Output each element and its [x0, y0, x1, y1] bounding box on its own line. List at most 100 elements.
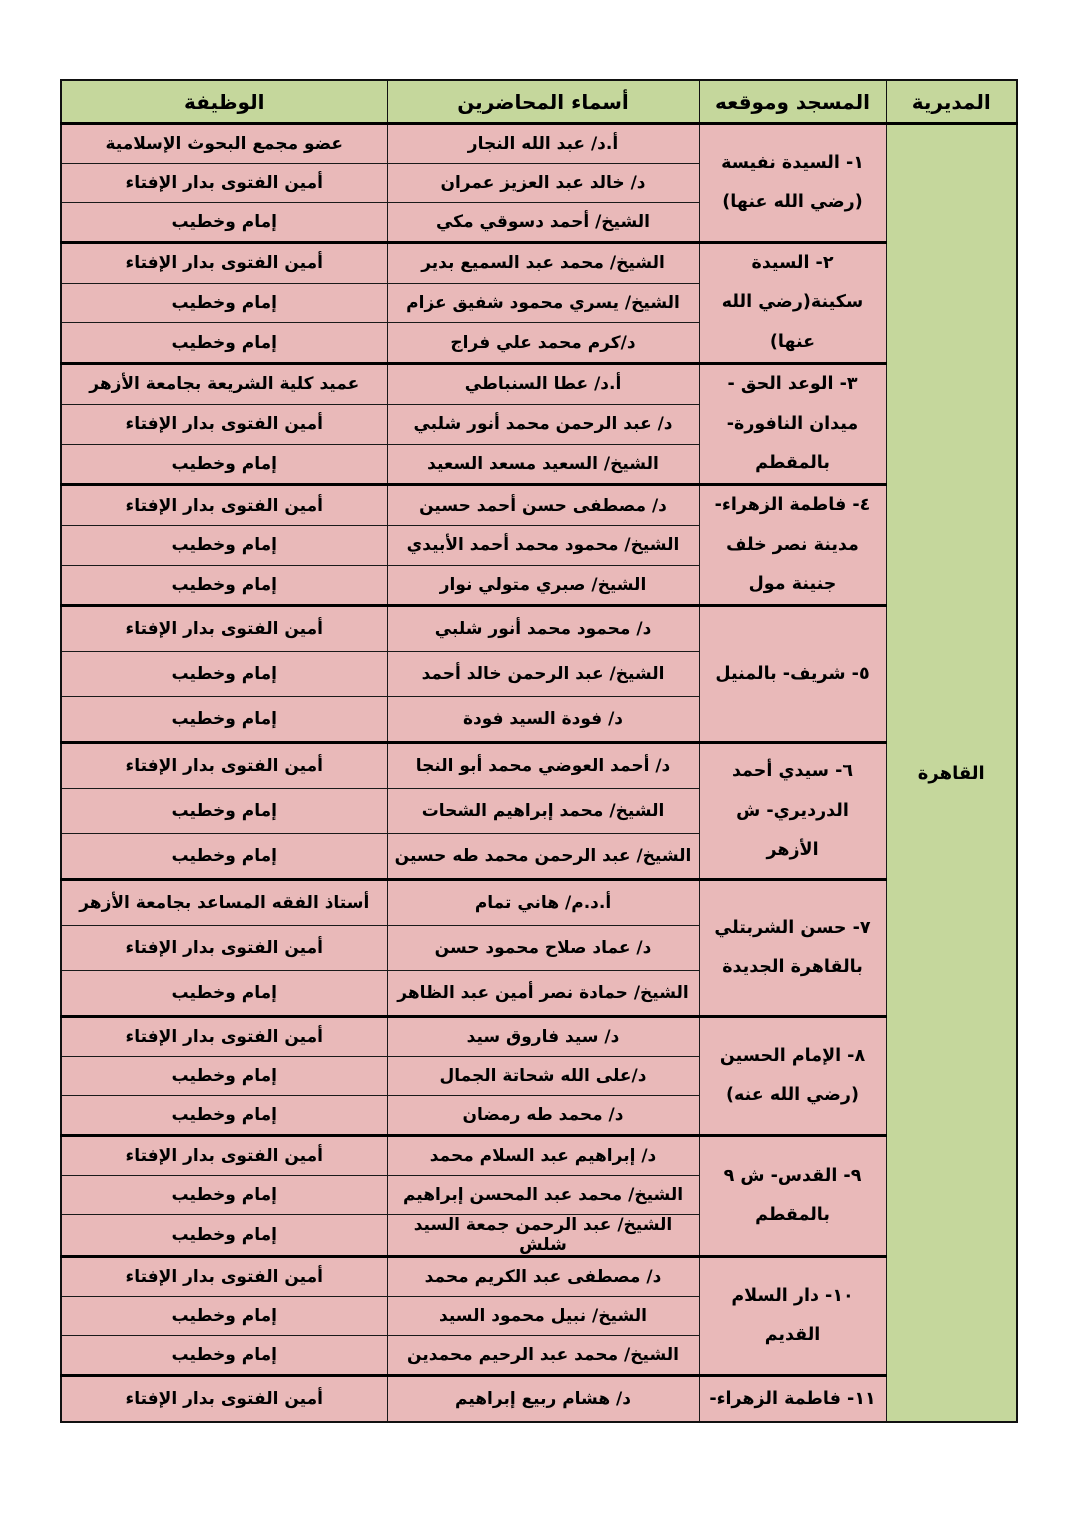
table-row: ١٠- دار السلام القديم د/ مصطفى عبد الكريم… — [60, 1255, 1017, 1377]
lecturer-cell: د/على الله شحاتة الجمال — [386, 1056, 700, 1097]
table-row: د/ فودة السيد فودة إمام وخطيب — [60, 696, 1017, 744]
header-mosque: المسجد وموقعه — [698, 79, 887, 125]
lecturer-cell: الشيخ/ محمد عبد السميع بدير — [386, 241, 700, 284]
lecturer-cell: د/ سيد فاروق سيد — [386, 1015, 700, 1058]
table-row: ٩- القدس- ش ٩ بالمقطم د/ إبراهيم عبد السل… — [60, 1134, 1017, 1258]
job-cell: أمين الفتوى بدار الإفتاء — [60, 483, 388, 526]
mosque-cell: ٩- القدس- ش ٩ بالمقطم — [698, 1134, 887, 1258]
lecturer-cell: الشيخ/ محمد عبد الرحيم محمدين — [386, 1335, 700, 1377]
lecturer-cell: د/ عماد صلاح محمود حسن — [386, 925, 700, 972]
table-row: الشيخ/ محمد إبراهيم الشحات إمام وخطيب — [60, 788, 1017, 835]
job-cell: أمين الفتوى بدار الإفتاء — [60, 1134, 388, 1177]
table-row: د/على الله شحاتة الجمال إمام وخطيب — [60, 1056, 1017, 1097]
job-cell: إمام وخطيب — [60, 788, 388, 835]
lecturer-cell: الشيخ/ السعيد مسعد السعيد — [386, 443, 700, 486]
job-cell: إمام وخطيب — [60, 322, 388, 365]
table-row: القاهرة ١- السيدة نفيسة (رضي الله عنها) أ.… — [60, 122, 1018, 1423]
lecturer-cell: الشيخ/ يسري محمود شفيق عزام — [386, 282, 700, 324]
table-row: د/كرم محمد علي فراج إمام وخطيب — [60, 322, 1017, 365]
table-row: د/ محمد طه رمضان إمام وخطيب — [60, 1095, 1017, 1137]
mosque-cell: ٣- الوعد الحق - ميدان النافورة- بالمقطم — [698, 362, 887, 486]
lecturer-cell: أ.د/ عبد الله النجار — [386, 122, 700, 164]
lecturer-cell: د/ محمد طه رمضان — [386, 1095, 700, 1137]
job-cell: إمام وخطيب — [60, 1296, 388, 1337]
job-cell: عضو مجمع البحوث الإسلامية — [60, 122, 388, 164]
table-row: ٢- السيدة سكينة(رضي الله عنها) الشيخ/ محم… — [60, 240, 1017, 365]
table-row: ٨- الإمام الحسين (رضي الله عنه) د/ سيد فا… — [60, 1015, 1017, 1137]
mosque-cell: ٤- فاطمة الزهراء- مدينة نصر خلف جنينة مو… — [698, 483, 887, 607]
table-row: ٤- فاطمة الزهراء- مدينة نصر خلف جنينة مو… — [60, 483, 1017, 607]
lecturer-cell: د/ مصطفى حسن أحمد حسين — [386, 483, 700, 526]
mosque-cell: ١- السيدة نفيسة (رضي الله عنها) — [698, 122, 887, 243]
job-cell: إمام وخطيب — [60, 564, 388, 607]
table-row: الشيخ/ نبيل محمود السيد إمام وخطيب — [60, 1296, 1017, 1337]
job-cell: إمام وخطيب — [60, 970, 388, 1018]
lecturer-cell: الشيخ/ محمد إبراهيم الشحات — [386, 788, 700, 835]
job-cell: إمام وخطيب — [60, 282, 388, 324]
mosque-cell: ٢- السيدة سكينة(رضي الله عنها) — [698, 240, 887, 365]
lecturers-roster-table: المديرية المسجد وموقعه أسماء المحاضرين ا… — [60, 79, 1018, 1424]
lecturer-cell: أ.د.م/ هاني تمام — [386, 878, 700, 927]
job-cell: أمين الفتوى بدار الإفتاء — [60, 741, 388, 790]
table-row: الشيخ/ عبد الرحمن محمد طه حسين إمام وخطيب — [60, 833, 1017, 881]
job-cell: إمام وخطيب — [60, 1175, 388, 1216]
mosque-cell: ١١- فاطمة الزهراء- — [698, 1374, 887, 1423]
lecturer-cell: الشيخ/ محمود محمد أحمد الأبيدي — [386, 524, 700, 566]
mosque-cell: ١٠- دار السلام القديم — [698, 1255, 887, 1377]
lecturer-cell: الشيخ/ عبد الرحمن جمعة السيد شلش — [386, 1214, 700, 1258]
directorate-cell: القاهرة — [885, 122, 1018, 1423]
table-row: ١١- فاطمة الزهراء- د/ هشام ربيع إبراهيم أم… — [60, 1374, 1017, 1423]
table-row: ٣- الوعد الحق - ميدان النافورة- بالمقطم أ… — [60, 362, 1017, 486]
table-body: القاهرة ١- السيدة نفيسة (رضي الله عنها) أ.… — [60, 122, 1018, 1423]
table-row: الشيخ/ عبد الرحمن جمعة السيد شلش إمام وخط… — [60, 1214, 1017, 1258]
job-cell: إمام وخطيب — [60, 1056, 388, 1097]
lecturer-cell: د/ إبراهيم عبد السلام محمد — [386, 1134, 700, 1177]
job-cell: إمام وخطيب — [60, 443, 388, 486]
job-cell: إمام وخطيب — [60, 651, 388, 698]
job-cell: إمام وخطيب — [60, 696, 388, 744]
lecturer-cell: الشيخ/ حمادة نصر أمين عبد الظاهر — [386, 970, 700, 1018]
job-cell: إمام وخطيب — [60, 833, 388, 881]
table-row: الشيخ/ السعيد مسعد السعيد إمام وخطيب — [60, 443, 1017, 486]
table-row: الشيخ/ أحمد دسوقي مكي إمام وخطيب — [60, 202, 1017, 243]
lecturer-cell: الشيخ/ صبري متولي نوار — [386, 564, 700, 607]
table-row: الشيخ/ يسري محمود شفيق عزام إمام وخطيب — [60, 282, 1017, 324]
lecturer-cell: الشيخ/ نبيل محمود السيد — [386, 1296, 700, 1337]
job-cell: أمين الفتوى بدار الإفتاء — [60, 1255, 388, 1298]
header-lecturers: أسماء المحاضرين — [386, 79, 700, 125]
mosque-cell: ٥- شريف- بالمنيل — [698, 604, 887, 744]
table-row: ٦- سيدي أحمد الدرديري- ش الأزهر د/ أحمد ا… — [60, 741, 1017, 881]
table-row: الشيخ/ محمود محمد أحمد الأبيدي إمام وخطيب — [60, 524, 1017, 566]
job-cell: إمام وخطيب — [60, 202, 388, 243]
header-job: الوظيفة — [60, 79, 388, 125]
job-cell: إمام وخطيب — [60, 524, 388, 566]
lecturer-cell: د/ محمود محمد أنور شلبي — [386, 604, 700, 653]
job-cell: أستاذ الفقه المساعد بجامعة الأزهر — [60, 878, 388, 927]
lecturer-cell: الشيخ/ عبد الرحمن محمد طه حسين — [386, 833, 700, 881]
job-cell: أمين الفتوى بدار الإفتاء — [60, 604, 388, 653]
table-row: ٧- حسن الشربتلي بالقاهرة الجديدة أ.د.م/ ه… — [60, 878, 1017, 1018]
table-row: ٥- شريف- بالمنيل د/ محمود محمد أنور شلبي أ… — [60, 604, 1017, 744]
job-cell: عميد كلية الشريعة بجامعة الأزهر — [60, 362, 388, 405]
job-cell: إمام وخطيب — [60, 1335, 388, 1377]
lecturer-cell: د/ خالد عبد العزيز عمران — [386, 163, 700, 203]
lecturer-cell: الشيخ/ أحمد دسوقي مكي — [386, 202, 700, 243]
lecturer-cell: الشيخ/ عبد الرحمن خالد أحمد — [386, 651, 700, 698]
table-row: د/ عبد الرحمن محمد أنور شلبي أمين الفتوى … — [60, 403, 1017, 445]
table-row: د/ خالد عبد العزيز عمران أمين الفتوى بدار… — [60, 163, 1017, 203]
lecturer-cell: د/ فودة السيد فودة — [386, 696, 700, 744]
header-directorate: المديرية — [885, 79, 1018, 125]
table-row: الشيخ/ محمد عبد الرحيم محمدين إمام وخطيب — [60, 1335, 1017, 1377]
mosque-cell: ٧- حسن الشربتلي بالقاهرة الجديدة — [698, 878, 887, 1018]
lecturer-cell: د/ مصطفى عبد الكريم محمد — [386, 1255, 700, 1298]
table-row: الشيخ/ حمادة نصر أمين عبد الظاهر إمام وخط… — [60, 970, 1017, 1018]
table-row: الشيخ/ محمد عبد المحسن إبراهيم إمام وخطيب — [60, 1175, 1017, 1216]
job-cell: إمام وخطيب — [60, 1214, 388, 1258]
mosque-cell: ٨- الإمام الحسين (رضي الله عنه) — [698, 1015, 887, 1137]
job-cell: أمين الفتوى بدار الإفتاء — [60, 163, 388, 203]
mosque-cell: ٦- سيدي أحمد الدرديري- ش الأزهر — [698, 741, 887, 881]
lecturer-cell: د/كرم محمد علي فراج — [386, 322, 700, 365]
job-cell: أمين الفتوى بدار الإفتاء — [60, 925, 388, 972]
lecturer-cell: د/ أحمد العوضي محمد أبو النجا — [386, 741, 700, 790]
